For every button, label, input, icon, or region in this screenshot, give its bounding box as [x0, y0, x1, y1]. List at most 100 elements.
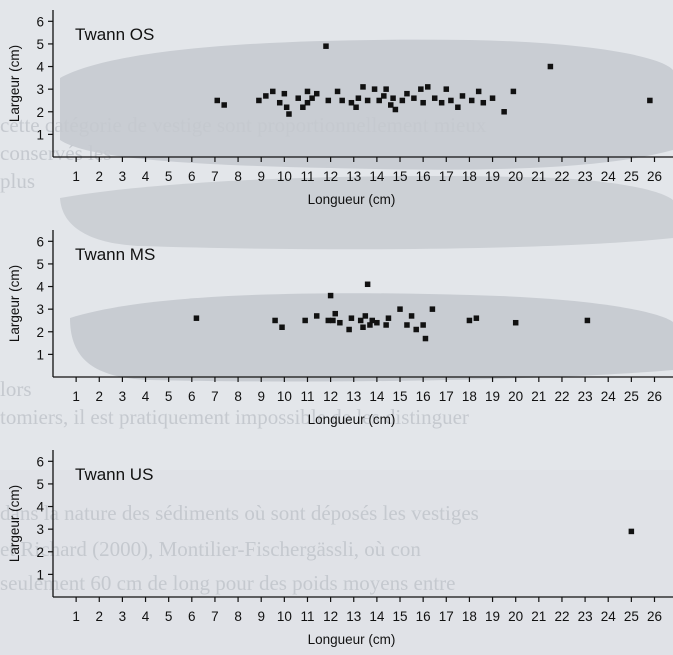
x-tick-label: 20: [508, 389, 523, 404]
y-tick-label: 4: [36, 500, 44, 515]
data-point: [381, 93, 387, 99]
data-point: [480, 99, 487, 106]
data-point: [360, 84, 366, 90]
data-point: [357, 317, 364, 324]
x-tick-label: 18: [462, 169, 477, 184]
x-tick-label: 25: [624, 609, 639, 624]
x-tick-label: 23: [578, 609, 593, 624]
data-point: [392, 106, 399, 113]
data-point: [283, 104, 290, 110]
x-tick-label: 5: [165, 389, 173, 404]
y-tick-label: 4: [36, 60, 44, 75]
data-point: [286, 111, 292, 117]
data-point: [332, 310, 338, 317]
x-tick-label: 24: [601, 169, 617, 184]
paper-shadow: [0, 470, 673, 655]
ghost-text-line: plus: [0, 169, 35, 193]
x-tick-label: 6: [188, 389, 196, 404]
x-tick-label: 26: [647, 389, 662, 404]
y-tick-label: 2: [36, 545, 44, 560]
data-point: [473, 315, 480, 321]
x-tick-label: 7: [211, 389, 219, 404]
data-point: [364, 97, 371, 104]
data-point: [390, 95, 396, 101]
x-tick-label: 24: [601, 389, 617, 404]
data-point: [455, 104, 461, 110]
data-point: [214, 97, 221, 104]
data-point: [404, 322, 410, 328]
stone-silhouette-middle: [60, 176, 673, 250]
x-tick-label: 19: [485, 389, 500, 404]
data-point: [300, 104, 306, 110]
data-point: [371, 86, 378, 92]
data-point: [448, 97, 454, 104]
ghost-text-line: lors: [0, 377, 32, 401]
y-axis-title: Largeur (cm): [7, 265, 22, 342]
data-point: [313, 90, 320, 97]
data-point: [348, 99, 355, 106]
data-point: [325, 97, 332, 104]
x-tick-label: 5: [165, 609, 173, 624]
x-tick-label: 1: [72, 609, 80, 624]
data-point: [339, 97, 345, 104]
y-tick-label: 6: [36, 234, 44, 249]
x-tick-label: 3: [119, 169, 127, 184]
x-tick-label: 20: [508, 609, 523, 624]
x-tick-label: 18: [462, 609, 477, 624]
data-point: [466, 317, 473, 324]
y-tick-label: 6: [36, 14, 44, 29]
data-point: [304, 99, 311, 106]
panel-title: Twann MS: [75, 245, 155, 264]
data-point: [489, 95, 496, 101]
y-tick-label: 1: [36, 567, 44, 582]
y-tick-label: 3: [36, 522, 44, 537]
stone-silhouette-top: [60, 39, 673, 170]
data-point: [404, 90, 410, 97]
data-point: [325, 317, 332, 324]
ghost-text-line: seulement 60 cm de long pour des poids m…: [0, 571, 456, 595]
data-point: [420, 99, 426, 106]
data-point: [547, 63, 554, 70]
x-tick-label: 6: [188, 609, 196, 624]
x-tick-label: 2: [96, 169, 104, 184]
x-tick-label: 23: [578, 169, 593, 184]
data-point: [628, 528, 635, 535]
x-tick-label: 25: [624, 169, 639, 184]
x-tick-label: 22: [554, 609, 569, 624]
x-tick-label: 26: [647, 169, 662, 184]
x-tick-label: 22: [554, 389, 569, 404]
data-point: [501, 109, 507, 115]
x-tick-label: 17: [439, 609, 454, 624]
data-point: [443, 86, 450, 92]
x-tick-label: 9: [257, 169, 265, 184]
x-tick-label: 14: [369, 389, 385, 404]
x-tick-label: 8: [234, 389, 242, 404]
x-tick-label: 1: [72, 169, 80, 184]
x-tick-label: 15: [392, 609, 407, 624]
x-tick-label: 23: [578, 389, 593, 404]
x-tick-label: 17: [439, 169, 454, 184]
data-point: [295, 95, 301, 101]
x-tick-label: 19: [485, 169, 500, 184]
x-tick-label: 7: [211, 169, 219, 184]
data-point: [304, 88, 311, 95]
data-point: [397, 306, 403, 312]
data-point: [221, 102, 227, 108]
data-point: [411, 95, 417, 101]
x-tick-label: 15: [392, 389, 407, 404]
x-tick-label: 21: [531, 169, 546, 184]
data-point: [193, 315, 200, 321]
x-tick-label: 10: [277, 169, 292, 184]
data-point: [425, 84, 431, 90]
data-point: [510, 88, 517, 95]
y-tick-label: 3: [36, 302, 44, 317]
x-tick-label: 8: [234, 169, 242, 184]
x-tick-label: 6: [188, 169, 196, 184]
x-tick-label: 2: [96, 609, 104, 624]
data-point: [367, 322, 373, 328]
data-point: [263, 93, 269, 99]
x-tick-label: 13: [346, 609, 361, 624]
